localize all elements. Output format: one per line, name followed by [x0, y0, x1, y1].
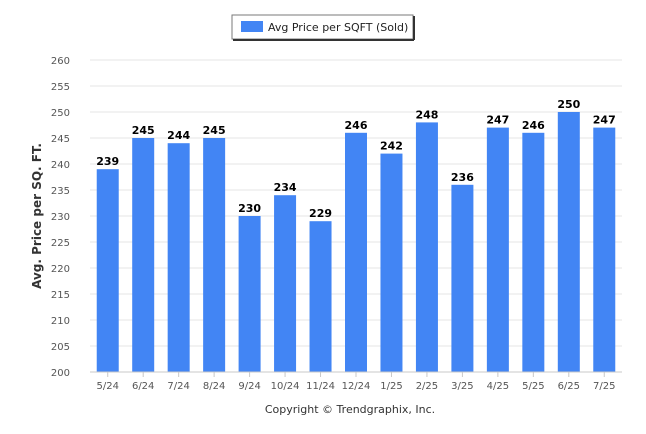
y-tick-label: 205: [51, 342, 70, 353]
y-tick-label: 235: [51, 186, 70, 197]
data-label: 246: [345, 119, 368, 132]
data-label: 236: [451, 171, 474, 184]
data-label: 230: [238, 202, 261, 215]
y-tick-label: 230: [51, 212, 70, 223]
copyright-footer: Copyright © Trendgraphix, Inc.: [265, 403, 435, 416]
y-axis-title: Avg. Price per SQ. FT.: [30, 143, 44, 289]
x-tick-label: 5/24: [96, 381, 118, 392]
bar[interactable]: [167, 143, 190, 372]
bar[interactable]: [486, 127, 509, 372]
y-tick-label: 250: [51, 108, 70, 119]
bar[interactable]: [415, 122, 438, 373]
bar[interactable]: [451, 184, 474, 372]
x-axis-ticks: 5/24 6/24 7/24 8/24 9/24 10/24 11/24 12/24 1/25 2…: [96, 372, 616, 392]
x-tick-label: 5/25: [522, 381, 544, 392]
bar[interactable]: [309, 221, 332, 372]
x-tick-label: 7/25: [593, 381, 615, 392]
bar[interactable]: [238, 216, 261, 372]
x-tick-label: 11/24: [306, 381, 335, 392]
bar[interactable]: [96, 169, 119, 372]
bar[interactable]: [557, 112, 580, 372]
x-tick-label: 2/25: [416, 381, 438, 392]
x-tick-label: 4/25: [487, 381, 509, 392]
y-tick-label: 260: [51, 56, 70, 67]
bar[interactable]: [274, 195, 297, 372]
y-tick-label: 215: [51, 290, 70, 301]
x-tick-label: 9/24: [238, 381, 260, 392]
x-tick-label: 7/24: [167, 381, 189, 392]
x-tick-label: 1/25: [380, 381, 402, 392]
data-label: 245: [132, 124, 155, 137]
y-tick-label: 210: [51, 316, 70, 327]
data-label: 234: [274, 181, 297, 194]
y-tick-label: 220: [51, 264, 70, 275]
y-tick-label: 245: [51, 134, 70, 145]
legend[interactable]: Avg Price per SQFT (Sold): [231, 14, 415, 41]
data-label: 245: [203, 124, 226, 137]
y-axis-ticks: 200 205 210 215 220 225 230 235 240 245 250 255 260: [51, 56, 70, 379]
data-label: 247: [593, 114, 616, 127]
data-label: 229: [309, 207, 332, 220]
y-tick-label: 225: [51, 238, 70, 249]
data-label: 248: [415, 108, 438, 121]
bar[interactable]: [203, 138, 226, 372]
x-tick-label: 3/25: [451, 381, 473, 392]
data-label: 239: [96, 155, 119, 168]
x-tick-label: 6/25: [558, 381, 580, 392]
bar[interactable]: [522, 132, 545, 372]
bar[interactable]: [380, 153, 403, 372]
data-label: 247: [486, 114, 509, 127]
x-tick-label: 10/24: [271, 381, 300, 392]
bar[interactable]: [132, 138, 155, 372]
legend-label: Avg Price per SQFT (Sold): [268, 21, 408, 34]
y-tick-label: 255: [51, 82, 70, 93]
data-label: 246: [522, 119, 545, 132]
bar[interactable]: [593, 127, 616, 372]
data-label: 250: [557, 98, 580, 111]
x-tick-label: 12/24: [342, 381, 371, 392]
y-tick-label: 200: [51, 368, 70, 379]
y-tick-label: 240: [51, 160, 70, 171]
data-label: 244: [167, 129, 190, 142]
legend-swatch: [241, 21, 263, 32]
bars: [96, 112, 616, 373]
x-tick-label: 8/24: [203, 381, 225, 392]
data-label: 242: [380, 140, 403, 153]
x-tick-label: 6/24: [132, 381, 154, 392]
bar[interactable]: [345, 132, 367, 372]
data-labels: 239 245 244 245 230 234 229 246 242 248 236 247 246 2…: [96, 98, 616, 220]
